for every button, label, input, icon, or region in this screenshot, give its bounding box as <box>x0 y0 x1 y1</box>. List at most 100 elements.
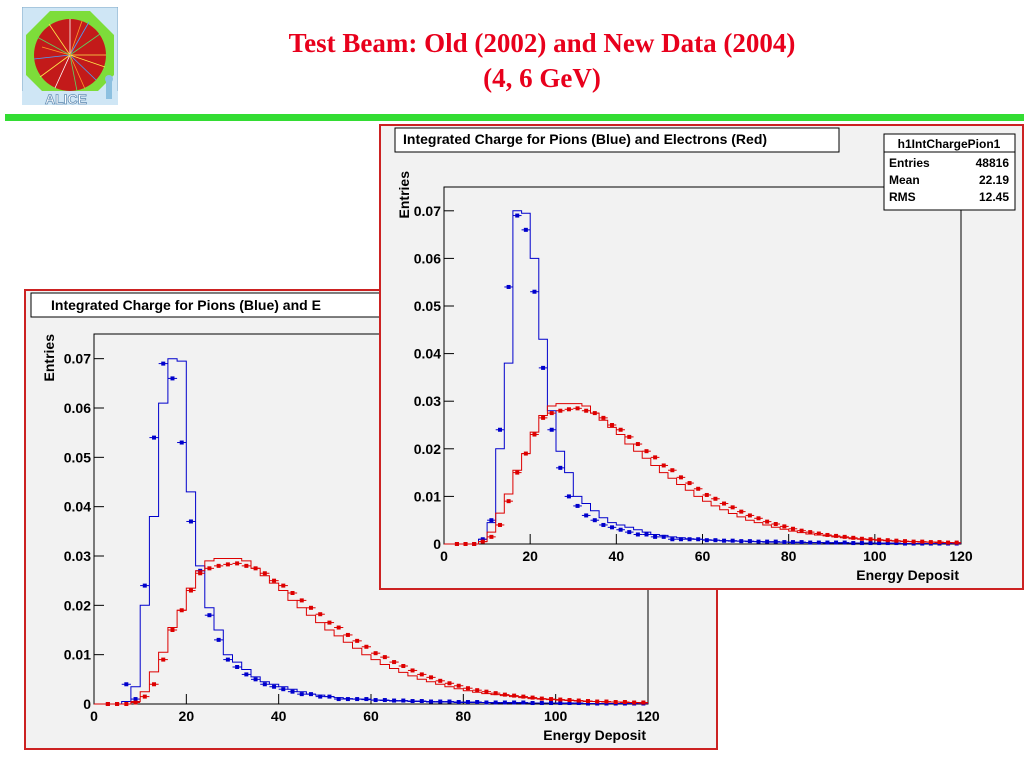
old-data-point <box>232 561 242 566</box>
old-data-point <box>186 519 196 524</box>
new-data-point <box>728 505 737 510</box>
old-data-point <box>398 664 408 669</box>
old-data-point <box>509 693 519 698</box>
new-data-point <box>711 496 720 501</box>
new-xtick-label: 60 <box>695 548 711 564</box>
old-xtick-label: 40 <box>271 708 287 724</box>
old-data-point <box>204 566 215 571</box>
new-data-point <box>607 423 617 427</box>
new-data-point <box>831 533 841 538</box>
new-data-point <box>788 540 798 545</box>
old-data-point <box>250 677 261 682</box>
new-data-point <box>676 475 686 480</box>
new-data-point <box>788 526 798 531</box>
new-data-point <box>590 518 600 523</box>
old-data-point <box>287 689 298 694</box>
old-data-point <box>306 605 316 610</box>
old-data-point <box>407 668 418 673</box>
old-series-line <box>94 358 648 705</box>
old-data-point <box>260 682 270 687</box>
new-data-point <box>736 509 746 514</box>
new-ytick-label: 0.02 <box>414 441 441 457</box>
old-data-point <box>260 571 270 576</box>
new-data-point <box>487 518 496 523</box>
old-data-point <box>389 660 399 665</box>
old-data-point <box>177 440 187 445</box>
new-data-point <box>633 442 643 447</box>
old-data-point <box>361 697 371 702</box>
old-data-point <box>158 361 168 366</box>
old-data-point <box>287 591 298 595</box>
old-data-point <box>214 637 224 642</box>
old-xtick-label: 80 <box>456 708 472 724</box>
old-data-point <box>426 675 436 680</box>
old-data-point <box>454 683 464 688</box>
new-data-point <box>616 527 625 532</box>
old-data-point <box>167 376 178 381</box>
old-data-point <box>472 688 482 693</box>
old-data-point <box>140 583 150 588</box>
old-data-point <box>232 665 242 669</box>
old-data-point <box>241 672 251 677</box>
old-data-point <box>130 700 141 705</box>
new-data-point <box>797 540 806 545</box>
new-data-point <box>538 415 548 420</box>
new-data-point <box>797 528 806 533</box>
stats-label: RMS <box>889 190 916 204</box>
old-data-point <box>223 657 233 662</box>
new-series-line <box>444 403 961 545</box>
old-data-point <box>130 697 141 702</box>
old-data-point <box>140 694 150 699</box>
new-data-point <box>530 289 539 294</box>
new-data-point <box>599 415 608 420</box>
old-series-line <box>94 558 648 705</box>
old-data-point <box>537 696 547 701</box>
stats-label: Mean <box>889 173 920 187</box>
new-data-point <box>814 531 824 536</box>
new-data-point <box>547 427 557 432</box>
old-ytick-label: 0.07 <box>64 351 91 367</box>
new-ytick-label: 0.04 <box>414 346 441 362</box>
stats-label: Entries <box>889 156 930 170</box>
new-data-point <box>676 537 686 542</box>
old-data-point <box>334 625 344 630</box>
title-divider <box>5 114 1024 121</box>
old-data-point <box>121 682 131 687</box>
new-xtick-label: 120 <box>949 548 973 564</box>
old-data-point <box>278 687 288 692</box>
new-data-point <box>581 513 591 518</box>
new-data-point <box>771 522 781 527</box>
new-data-point <box>805 530 815 535</box>
old-data-point <box>195 571 205 576</box>
stats-name: h1IntChargePion1 <box>898 137 1001 151</box>
old-data-point <box>343 632 353 637</box>
new-data-point <box>883 538 893 543</box>
old-data-point <box>315 694 325 699</box>
old-xlabel: Energy Deposit <box>543 727 646 743</box>
stats-value: 22.19 <box>979 173 1009 187</box>
new-ytick-label: 0.01 <box>414 488 441 504</box>
new-ylabel: Entries <box>396 171 412 219</box>
old-data-point <box>352 638 362 643</box>
new-data-point <box>659 463 669 468</box>
old-data-point <box>481 689 492 694</box>
old-ytick-label: 0.03 <box>64 548 91 564</box>
stats-value: 12.45 <box>979 190 1009 204</box>
new-xlabel: Energy Deposit <box>856 567 959 583</box>
new-data-point <box>823 532 832 537</box>
new-data-point <box>642 449 651 454</box>
new-data-panel: Integrated Charge for Pions (Blue) and E… <box>379 124 1024 590</box>
old-data-point <box>380 655 390 660</box>
old-data-point <box>555 697 565 702</box>
old-data-point <box>371 651 381 656</box>
old-data-point <box>297 598 307 603</box>
old-data-point <box>546 697 556 702</box>
new-xtick-label: 80 <box>781 548 797 564</box>
new-xtick-label: 0 <box>440 548 448 564</box>
old-data-point <box>315 612 325 617</box>
new-data-point <box>848 535 858 540</box>
new-data-point <box>547 411 557 416</box>
old-data-point <box>149 682 159 687</box>
old-data-point <box>186 588 196 593</box>
old-data-point <box>241 563 251 568</box>
